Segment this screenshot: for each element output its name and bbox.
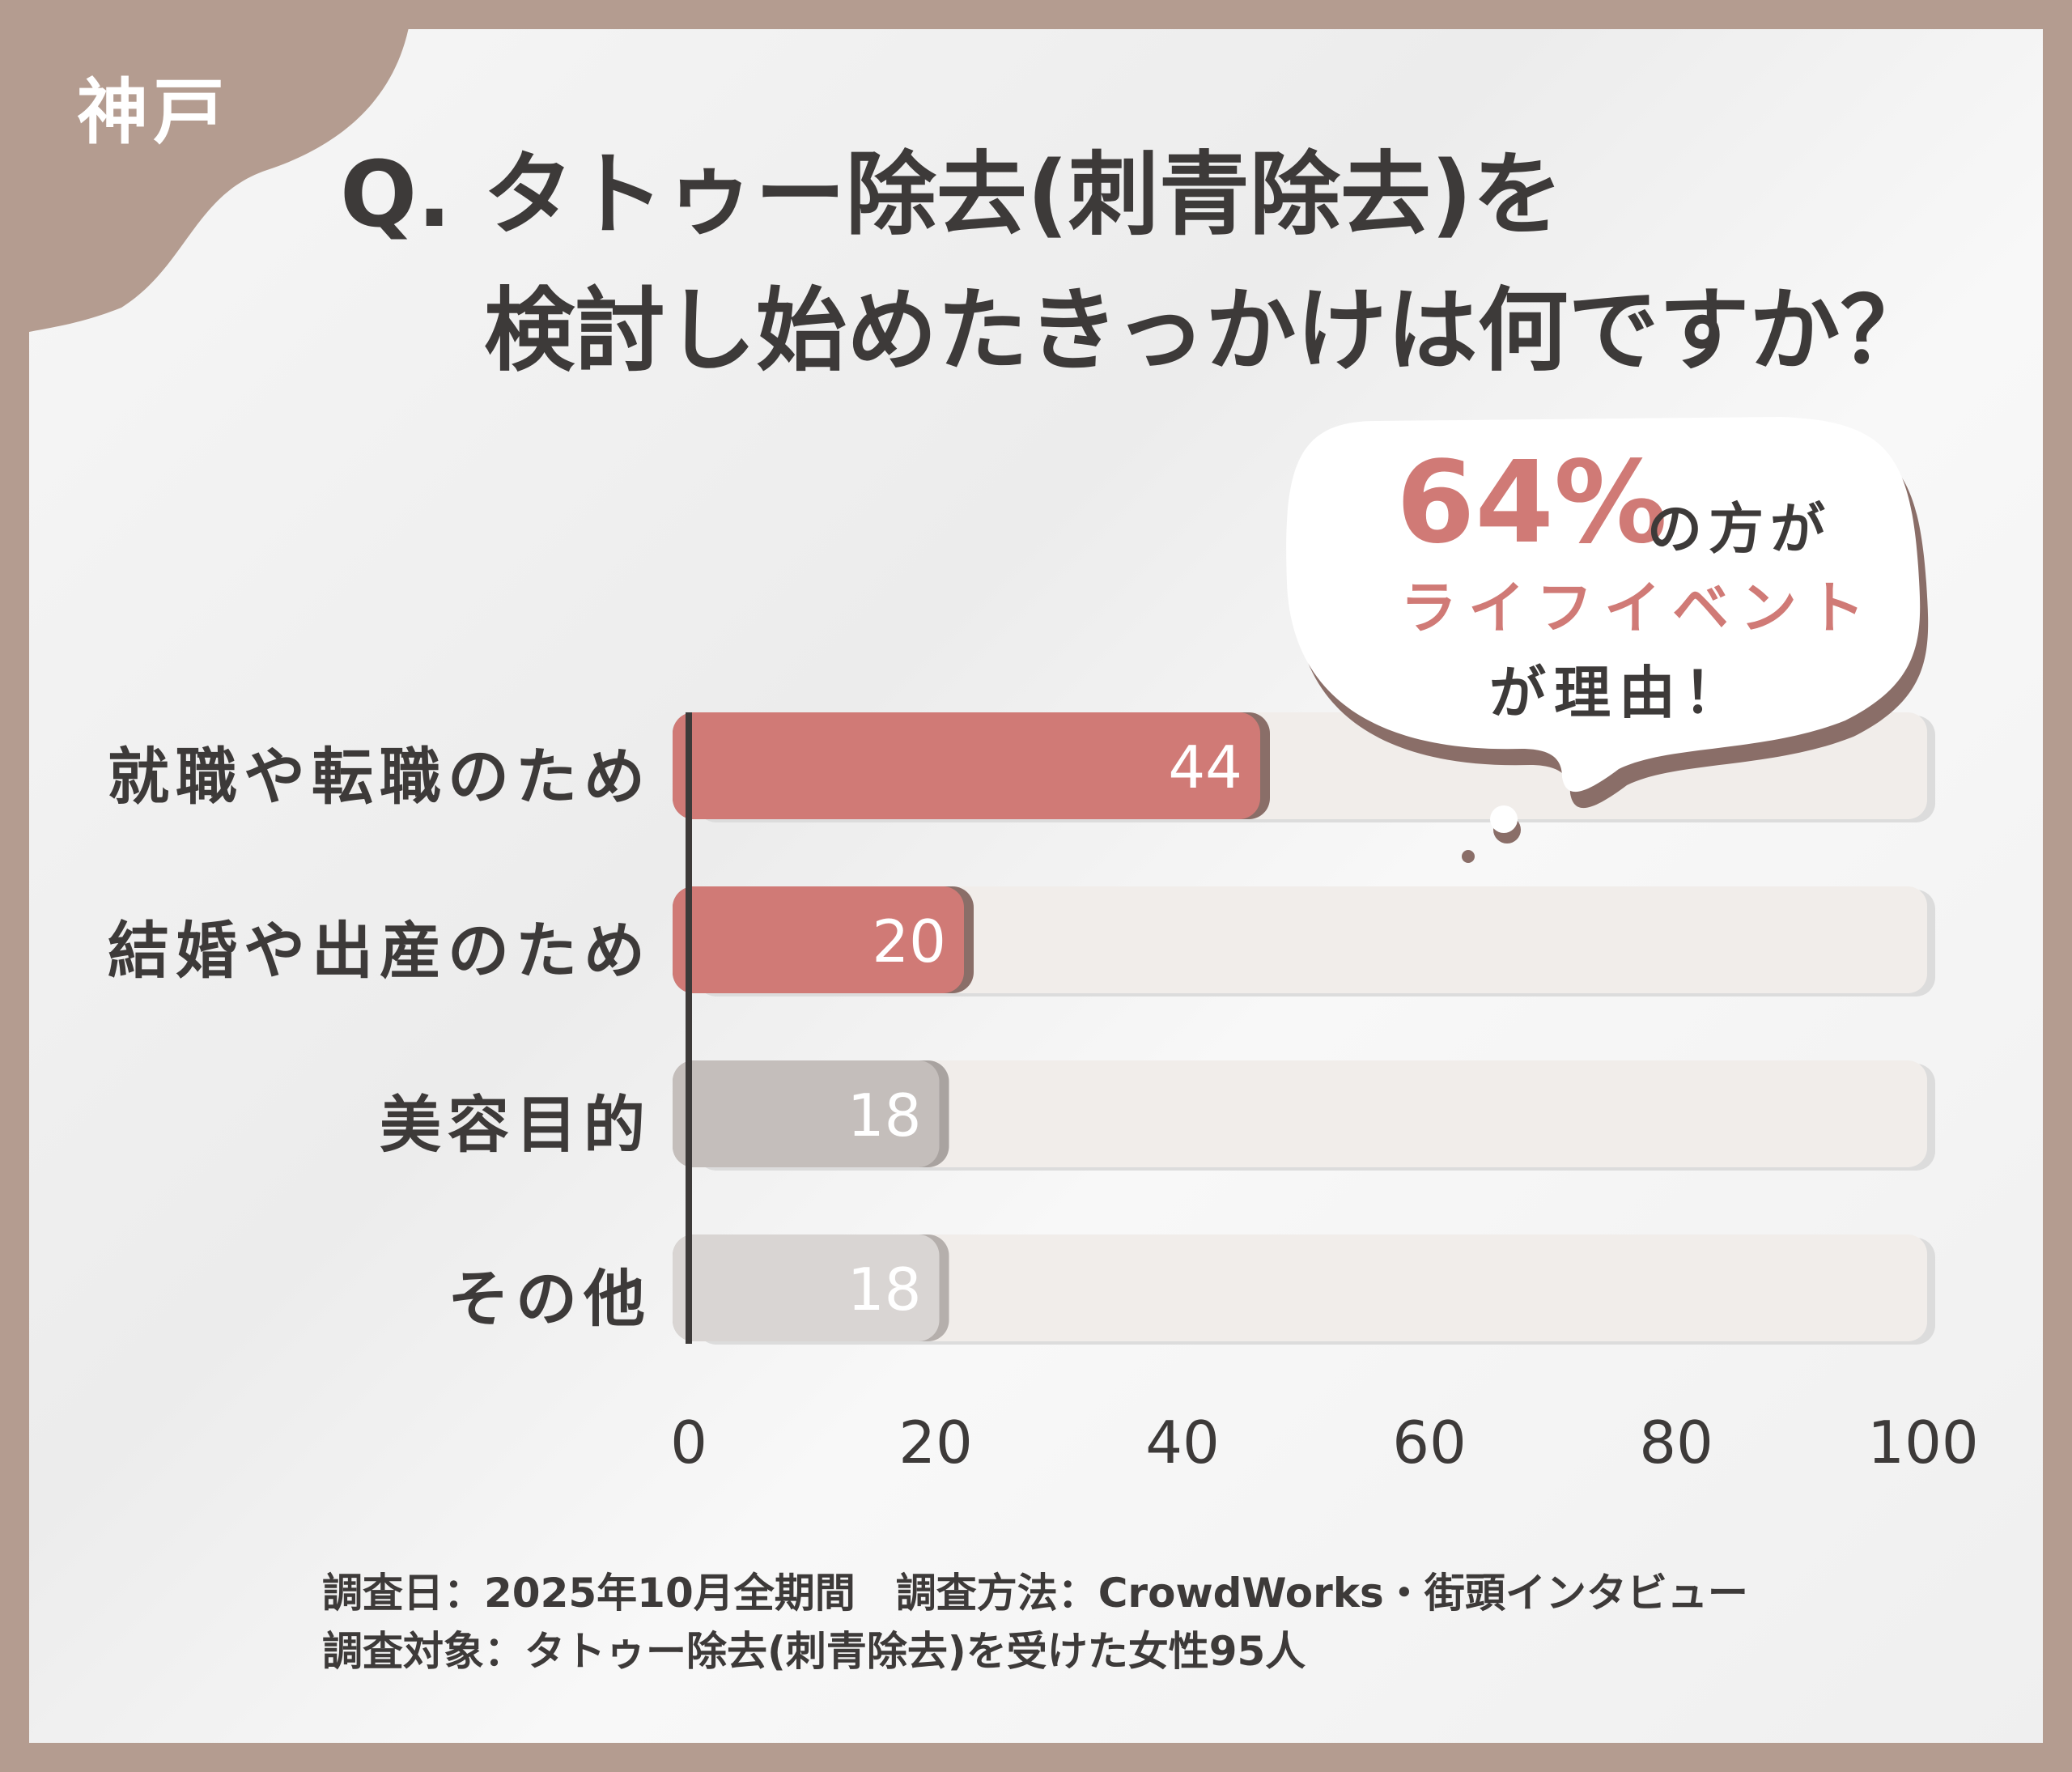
category-label: 就職や転職のため	[108, 741, 652, 813]
bar-value-label: 20	[872, 907, 946, 975]
category-label: 結婚や出産のため	[108, 915, 652, 987]
category-label: その他	[448, 1263, 652, 1335]
x-tick-label: 80	[1639, 1409, 1713, 1477]
bar	[673, 1060, 940, 1167]
survey-footer-line1: 調査日：2025年10月全期間 調査方法：CrowdWorks・街頭インタビュー	[322, 1570, 1748, 1617]
x-tick-label: 100	[1867, 1409, 1979, 1477]
bar-track	[689, 886, 1927, 993]
corner-tag-shape	[0, 0, 413, 332]
bar-value-label: 44	[1168, 733, 1242, 801]
callout-line2: ライフイベント	[1400, 575, 1876, 641]
bar	[673, 712, 1260, 819]
x-tick-label: 20	[898, 1409, 973, 1477]
bar-track	[689, 1234, 1927, 1341]
bar	[673, 1234, 940, 1341]
x-tick-label: 60	[1392, 1409, 1467, 1477]
question-title-line2: 検討し始めたきっかけは何ですか？	[484, 278, 1931, 384]
category-label: 美容目的	[380, 1089, 652, 1161]
bar-value-label: 18	[847, 1081, 922, 1149]
city-tag: 神戸	[77, 70, 230, 154]
bar	[673, 886, 964, 993]
card-panel	[29, 29, 2043, 1743]
callout-percent: 64%	[1396, 437, 1668, 569]
x-tick-label: 0	[670, 1409, 707, 1477]
x-tick-label: 40	[1145, 1409, 1220, 1477]
bar-value-label: 18	[847, 1256, 922, 1324]
question-title-line1: Q. タトゥー除去(刺青除去)を	[340, 142, 1564, 248]
callout-line3: が理由！	[1489, 660, 1748, 726]
bar-track	[689, 1060, 1927, 1167]
survey-footer-line2: 調査対象：タトゥー除去(刺青除去)を受けた女性95人	[322, 1628, 1306, 1675]
y-axis-line	[686, 712, 692, 1344]
callout-line1: の方が	[1647, 498, 1832, 562]
